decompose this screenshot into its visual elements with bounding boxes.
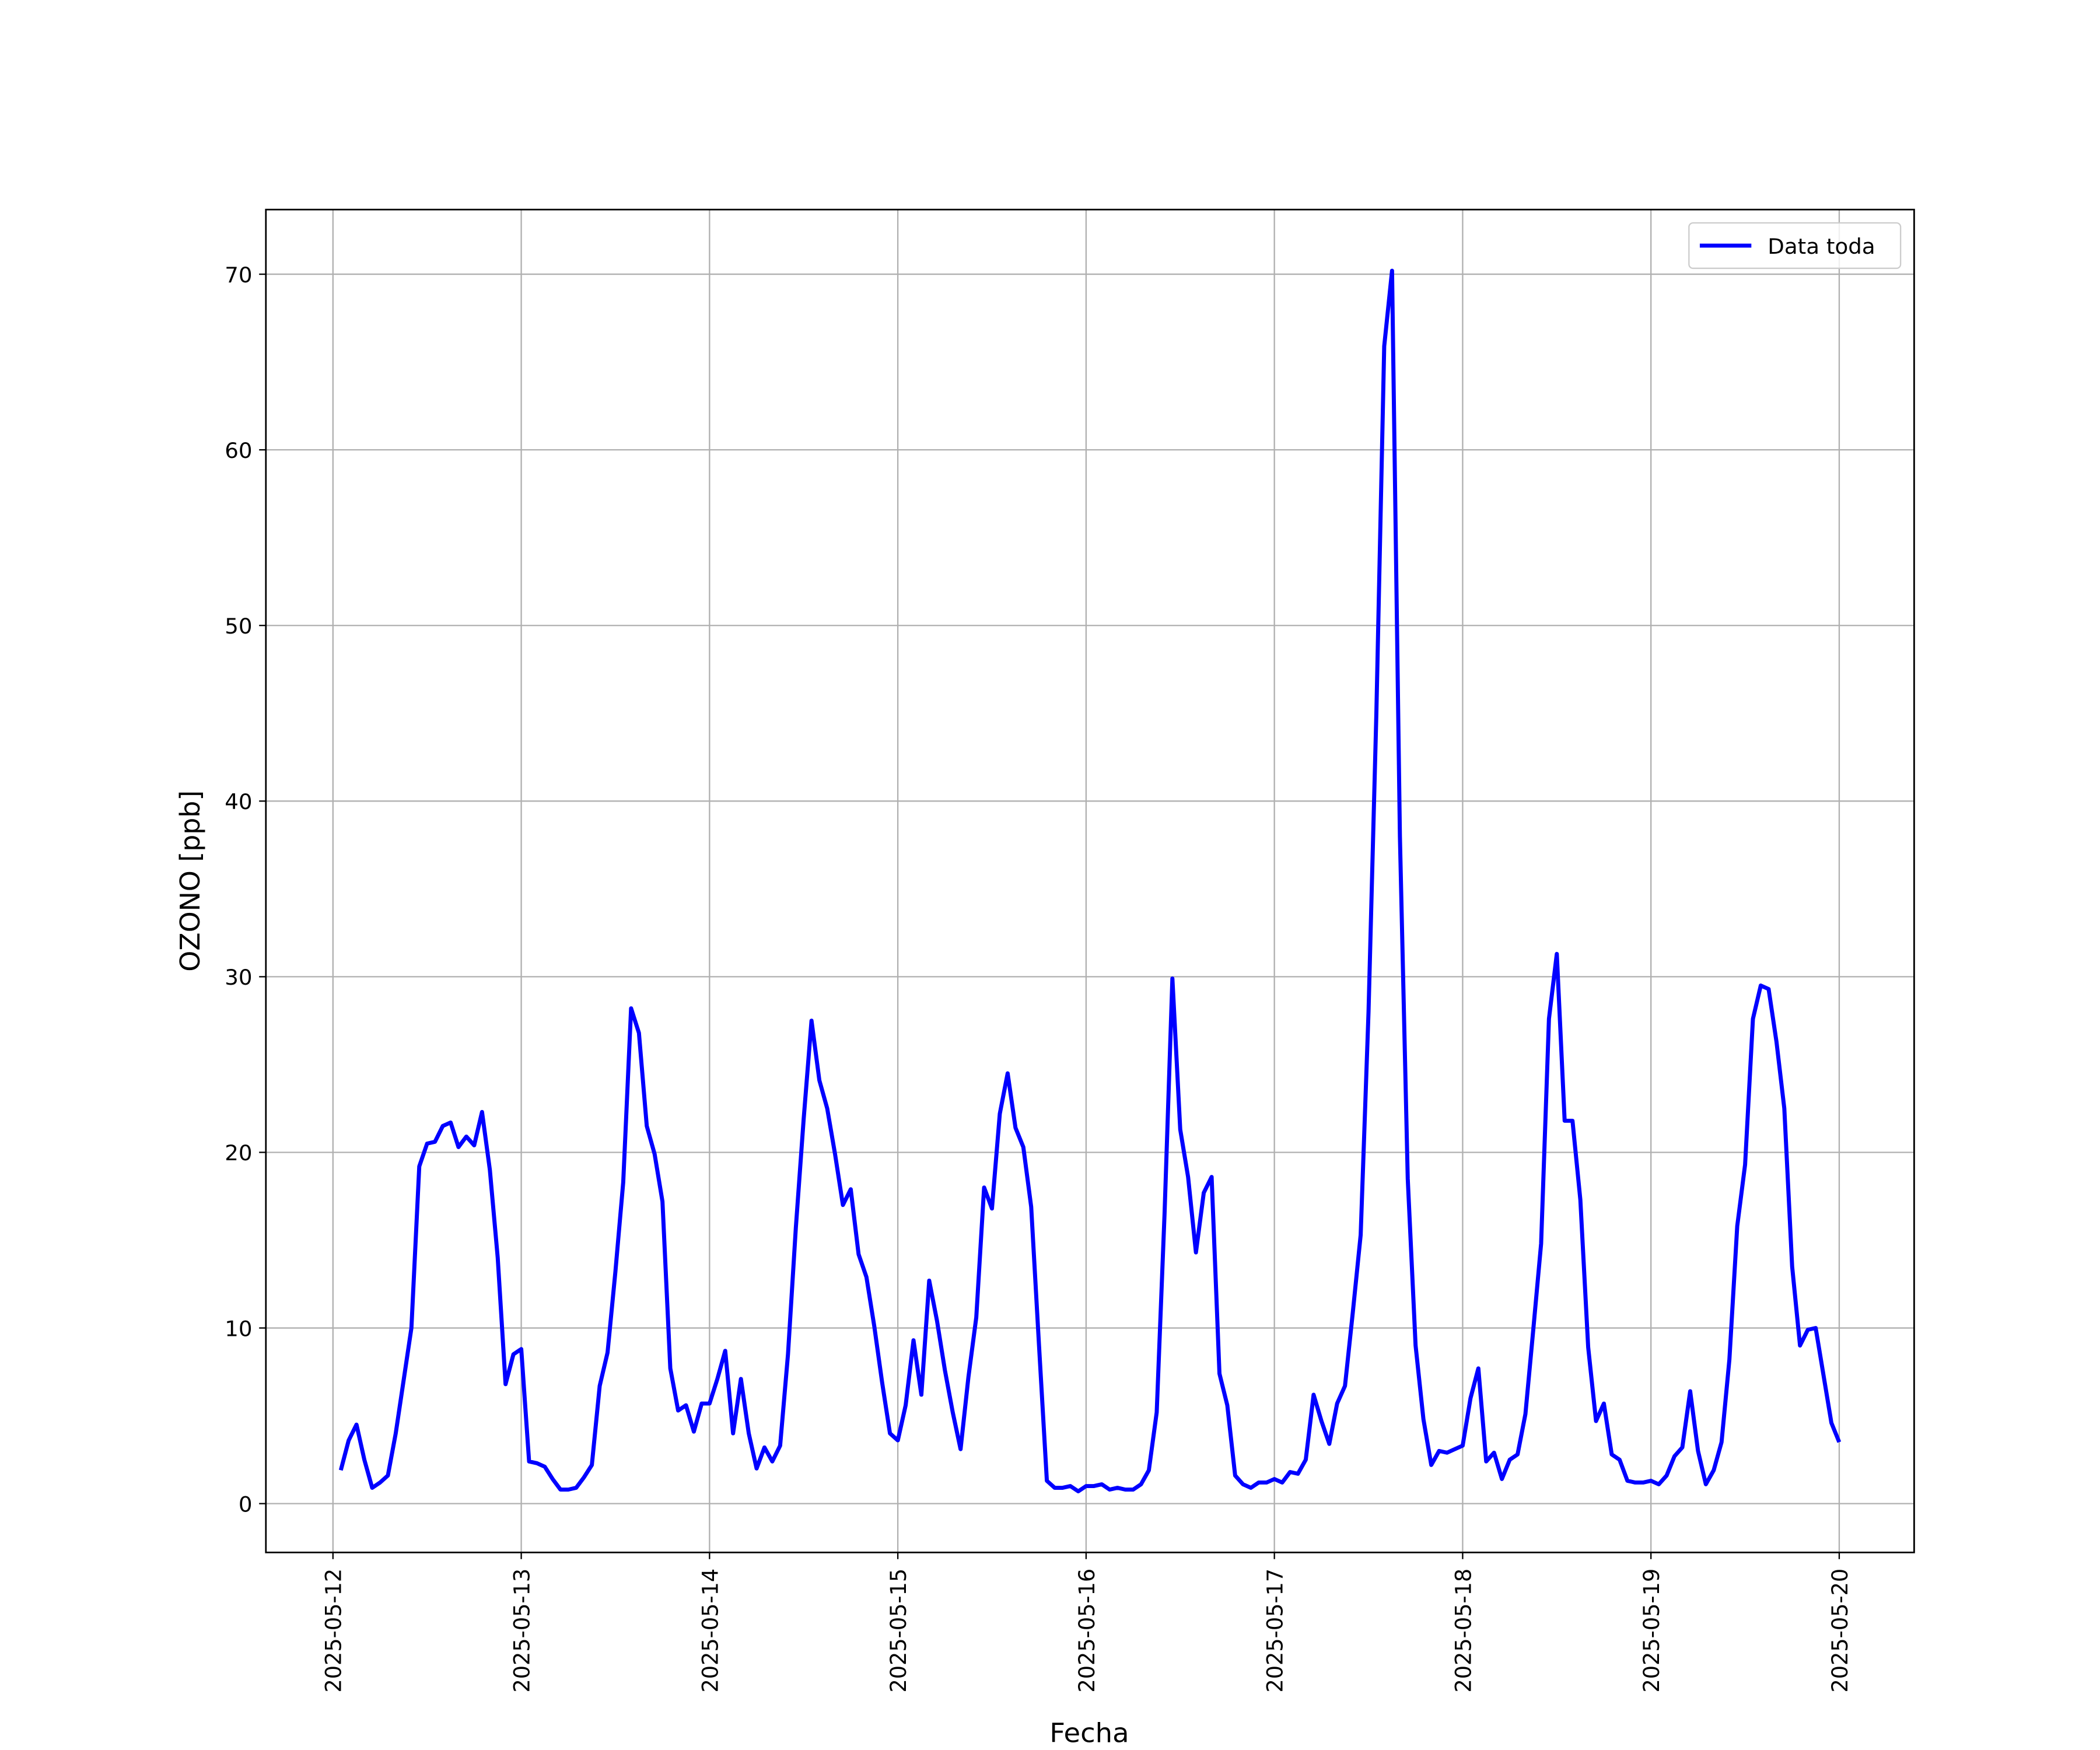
- legend-box: [1688, 222, 1902, 270]
- plot-frame: [265, 208, 1915, 1553]
- legend: Data toda: [1688, 222, 1902, 270]
- x-tick-label: 2025-05-19: [1639, 1569, 1664, 1693]
- y-tick-label: 60: [225, 438, 252, 463]
- x-axis-label: Fecha: [1049, 1717, 1129, 1749]
- y-tick-label: 30: [225, 965, 252, 990]
- y-tick-label: 10: [225, 1317, 252, 1342]
- x-tick-label: 2025-05-17: [1262, 1569, 1287, 1693]
- x-tick-label: 2025-05-15: [886, 1569, 911, 1693]
- y-tick-label: 20: [225, 1140, 252, 1166]
- x-tick-label: 2025-05-18: [1451, 1569, 1476, 1693]
- x-tick-label: 2025-05-20: [1828, 1569, 1853, 1693]
- x-tick-label: 2025-05-13: [509, 1569, 534, 1693]
- data-line: [338, 268, 1842, 1493]
- x-tick-label: 2025-05-14: [698, 1569, 723, 1693]
- y-tick-label: 40: [225, 789, 252, 814]
- y-tick-label: 70: [225, 262, 252, 288]
- y-tick-label: 0: [239, 1492, 253, 1517]
- x-tick-label: 2025-05-12: [321, 1569, 346, 1693]
- y-axis-label: OZONO [ppb]: [174, 790, 206, 972]
- x-tick-label: 2025-05-16: [1074, 1569, 1100, 1693]
- y-tick-label: 50: [225, 614, 252, 639]
- legend-label: Data toda: [1768, 234, 1875, 259]
